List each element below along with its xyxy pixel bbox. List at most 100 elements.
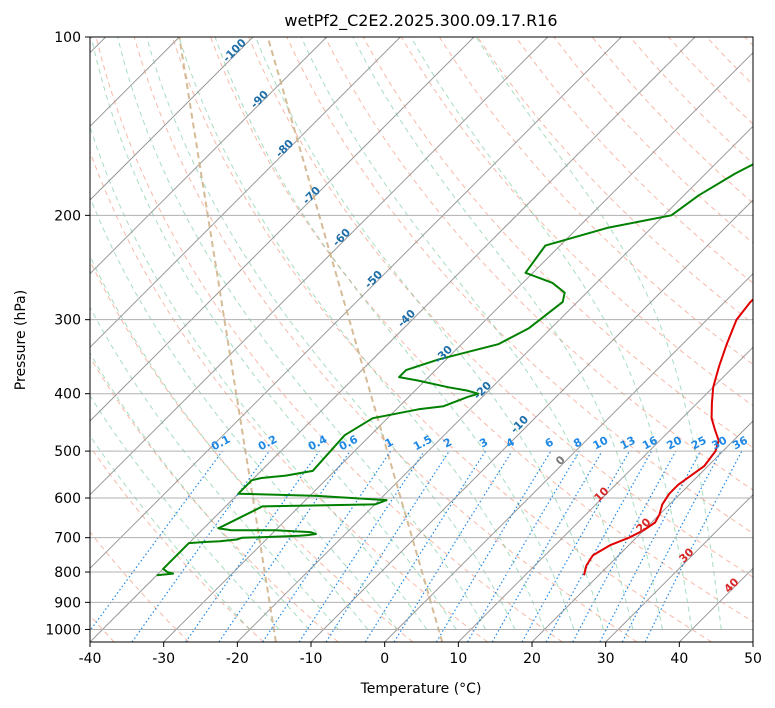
dry-adiabat-line bbox=[90, 445, 264, 642]
dry-adiabat-line bbox=[515, 37, 753, 284]
isotherm-label: -90 bbox=[248, 88, 271, 111]
mixing-ratio-line bbox=[185, 450, 320, 642]
mixing-ratio-label: 30 bbox=[710, 434, 730, 453]
mixing-ratio-label: 36 bbox=[730, 434, 750, 453]
dry-adiabat-line bbox=[90, 150, 488, 642]
pressure-gridlines bbox=[90, 36, 753, 630]
y-tick-label: 1000 bbox=[45, 622, 81, 638]
mixing-ratio-line bbox=[131, 450, 270, 642]
mixing-ratio-label: 20 bbox=[664, 434, 684, 453]
special-curve-line bbox=[178, 37, 277, 642]
x-tick-label: 30 bbox=[597, 651, 615, 667]
skewed-isotherm-line bbox=[605, 493, 753, 642]
skewed-isotherm-line bbox=[163, 51, 753, 642]
special-curve-line bbox=[266, 37, 444, 642]
moist-adiabat-line bbox=[90, 254, 369, 630]
y-tick-label: 900 bbox=[54, 595, 81, 611]
skewed-isotherm-line bbox=[90, 37, 475, 422]
dry-adiabat-line bbox=[90, 356, 339, 642]
mixing-ratio-line bbox=[364, 450, 486, 642]
dry-adiabat-line bbox=[210, 37, 753, 623]
mixing-ratio-line bbox=[218, 450, 351, 642]
moist-adiabat-line bbox=[90, 434, 251, 630]
moist-adiabat-line bbox=[475, 37, 722, 630]
isotherm-label: -30 bbox=[432, 343, 455, 366]
y-axis-ticks: 100 200 300 400 500 600 700 800 900 1000 bbox=[45, 30, 90, 638]
dry-adiabat-line bbox=[90, 531, 190, 642]
y-tick-label: 600 bbox=[54, 491, 81, 507]
skewed-isotherm-line bbox=[90, 37, 622, 570]
skewed-isotherm-line bbox=[236, 125, 753, 642]
x-tick-label: 10 bbox=[449, 651, 467, 667]
x-axis-ticks: -40 -30 -20 -10 0 10 20 30 40 50 bbox=[79, 642, 762, 667]
x-tick-label: 20 bbox=[523, 651, 541, 667]
x-tick-label: -20 bbox=[226, 651, 249, 667]
skewed-isotherm-line bbox=[678, 567, 753, 642]
dry-adiabat-line bbox=[706, 37, 753, 86]
mixing-ratio-line bbox=[393, 450, 513, 642]
isotherm-label: 30 bbox=[677, 545, 697, 565]
isotherm-label: -20 bbox=[471, 379, 494, 402]
mixing-ratio-line bbox=[325, 450, 450, 642]
mixing-ratio-line bbox=[435, 450, 552, 642]
isotherm-label: -70 bbox=[300, 184, 323, 207]
mixing-ratio-label: 8 bbox=[571, 435, 584, 450]
skewed-isotherm-line bbox=[90, 37, 328, 275]
profile-series bbox=[156, 163, 753, 577]
mixing-ratio-line bbox=[572, 450, 677, 642]
isotherm-label: 40 bbox=[722, 575, 742, 595]
mixing-ratio-line bbox=[466, 450, 580, 642]
moist-adiabat-line bbox=[300, 37, 634, 630]
chart-title: wetPf2_C2E2.2025.300.09.17.R16 bbox=[284, 11, 557, 31]
skewed-isotherm-line bbox=[90, 37, 401, 349]
y-tick-label: 500 bbox=[54, 444, 81, 460]
mixing-ratio-label: 13 bbox=[618, 434, 638, 453]
moist-adiabat-line bbox=[146, 37, 516, 630]
dewpoint-profile-line bbox=[156, 163, 753, 577]
skewed-isotherm-line bbox=[90, 37, 696, 642]
skewed-isotherm-line bbox=[90, 37, 254, 201]
isotherm-label: -100 bbox=[220, 36, 249, 65]
dry-adiabat-line bbox=[477, 37, 753, 325]
moist-adiabat-line bbox=[90, 125, 428, 630]
dry-adiabat-line bbox=[744, 37, 753, 47]
skewed-isotherm-line bbox=[90, 37, 549, 496]
moist-adiabat-line bbox=[90, 352, 310, 630]
dry-adiabat-line bbox=[553, 37, 753, 244]
mixing-ratio-label: 3 bbox=[477, 435, 490, 450]
dry-adiabat-line bbox=[438, 37, 753, 366]
mixing-ratio-line bbox=[90, 450, 223, 632]
x-tick-label: 40 bbox=[670, 651, 688, 667]
mixing-ratio-label: 1.5 bbox=[411, 433, 434, 454]
mixing-ratio-label: 0.1 bbox=[209, 433, 232, 454]
mixing-ratio-label: 16 bbox=[640, 434, 660, 453]
moist-adiabat-line bbox=[410, 37, 693, 630]
x-axis-title: Temperature (°C) bbox=[360, 681, 482, 697]
isotherm-label: 20 bbox=[634, 515, 654, 535]
y-tick-label: 400 bbox=[54, 387, 81, 403]
dry-adiabat-line bbox=[133, 37, 638, 642]
y-axis-title: Pressure (hPa) bbox=[13, 290, 29, 390]
mixing-ratio-label: 6 bbox=[543, 435, 556, 450]
mixing-ratio-label: 25 bbox=[689, 434, 709, 453]
x-tick-label: 0 bbox=[380, 651, 389, 667]
dry-adiabat-line bbox=[95, 37, 563, 642]
isotherm-label: -50 bbox=[362, 268, 385, 291]
mixing-ratio-label: 0.6 bbox=[337, 433, 361, 454]
y-tick-label: 700 bbox=[54, 531, 81, 547]
mixing-ratio-line bbox=[298, 450, 425, 642]
moist-adiabat-line bbox=[117, 37, 487, 630]
moist-adiabat-line bbox=[255, 37, 604, 630]
y-tick-label: 300 bbox=[54, 313, 81, 329]
skewed-isotherm-line bbox=[531, 420, 753, 642]
x-tick-label: -30 bbox=[152, 651, 175, 667]
skewed-isotherm-line bbox=[752, 641, 753, 642]
moist-adiabat-line bbox=[214, 37, 575, 630]
x-tick-label: -40 bbox=[79, 651, 102, 667]
line-labels: -100-90-80-70-60-50-40-30-20-10010203040… bbox=[209, 36, 750, 596]
isotherm-label: -40 bbox=[395, 307, 418, 330]
mixing-ratio-label: 10 bbox=[591, 434, 611, 453]
isotherm-label: -80 bbox=[273, 137, 296, 160]
mixing-ratio-label: 0.2 bbox=[256, 433, 279, 454]
dry-adiabat-line bbox=[248, 37, 753, 578]
